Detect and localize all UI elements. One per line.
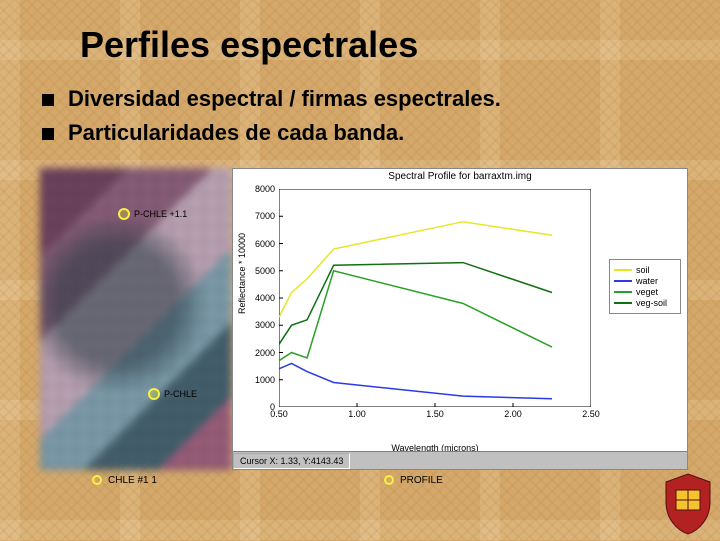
legend-label: veg-soil — [636, 298, 667, 308]
profile-footer-bar: CHLE #1 1 PROFILE — [40, 470, 688, 490]
bullet-marker — [42, 128, 54, 140]
marker-dot-icon — [118, 208, 130, 220]
legend-item: soil — [614, 265, 676, 275]
chart-status-bar: Cursor X: 1.33, Y:4143.43 — [233, 451, 687, 469]
marker-dot-icon — [92, 475, 102, 485]
line-chart — [279, 189, 591, 407]
x-tick-label: 2.00 — [504, 409, 522, 419]
satellite-marker: P-CHLE — [148, 388, 197, 400]
x-tick-label: 1.00 — [348, 409, 366, 419]
marker-dot-icon — [148, 388, 160, 400]
crest-logo — [662, 472, 714, 536]
marker-label: P-CHLE — [164, 389, 197, 399]
x-tick-label: 2.50 — [582, 409, 600, 419]
y-tick-label: 1000 — [255, 375, 275, 385]
marker-label: P-CHLE +1.1 — [134, 209, 187, 219]
bullet-list: Diversidad espectral / firmas espectrale… — [42, 86, 501, 154]
bullet-item: Particularidades de cada banda. — [42, 120, 501, 146]
figure-panel: P-CHLE +1.1 P-CHLE Spectral Profile for … — [40, 168, 688, 490]
y-tick-label: 2000 — [255, 348, 275, 358]
y-tick-label: 6000 — [255, 239, 275, 249]
footer-pill: PROFILE — [376, 475, 451, 486]
y-tick-label: 7000 — [255, 211, 275, 221]
y-tick-label: 5000 — [255, 266, 275, 276]
x-axis: 0.501.001.502.002.50 — [279, 409, 591, 423]
y-tick-label: 3000 — [255, 320, 275, 330]
legend-label: soil — [636, 265, 650, 275]
legend-item: veg-soil — [614, 298, 676, 308]
legend-swatch — [614, 302, 632, 304]
y-tick-label: 8000 — [255, 184, 275, 194]
chart-legend: soilwatervegetveg-soil — [609, 259, 681, 314]
footer-pill: CHLE #1 1 — [84, 475, 165, 486]
legend-label: water — [636, 276, 658, 286]
page-title: Perfiles espectrales — [80, 24, 418, 66]
bullet-text: Particularidades de cada banda. — [68, 120, 404, 146]
x-tick-label: 1.50 — [426, 409, 444, 419]
legend-swatch — [614, 280, 632, 282]
legend-swatch — [614, 291, 632, 293]
legend-item: water — [614, 276, 676, 286]
plot-area: 010002000300040005000600070008000 0.501.… — [279, 189, 591, 407]
bullet-marker — [42, 94, 54, 106]
footer-label: PROFILE — [400, 475, 443, 486]
x-tick-label: 0.50 — [270, 409, 288, 419]
satellite-marker: P-CHLE +1.1 — [118, 208, 187, 220]
bullet-item: Diversidad espectral / firmas espectrale… — [42, 86, 501, 112]
marker-dot-icon — [384, 475, 394, 485]
cursor-readout: Cursor X: 1.33, Y:4143.43 — [233, 453, 350, 469]
legend-item: veget — [614, 287, 676, 297]
y-axis: 010002000300040005000600070008000 — [243, 189, 277, 407]
footer-label: CHLE #1 1 — [108, 475, 157, 486]
y-tick-label: 4000 — [255, 293, 275, 303]
legend-swatch — [614, 269, 632, 271]
chart-title: Spectral Profile for barraxtm.img — [233, 169, 687, 182]
legend-label: veget — [636, 287, 658, 297]
bullet-text: Diversidad espectral / firmas espectrale… — [68, 86, 501, 112]
spectral-profile-window: Spectral Profile for barraxtm.img Reflec… — [232, 168, 688, 470]
